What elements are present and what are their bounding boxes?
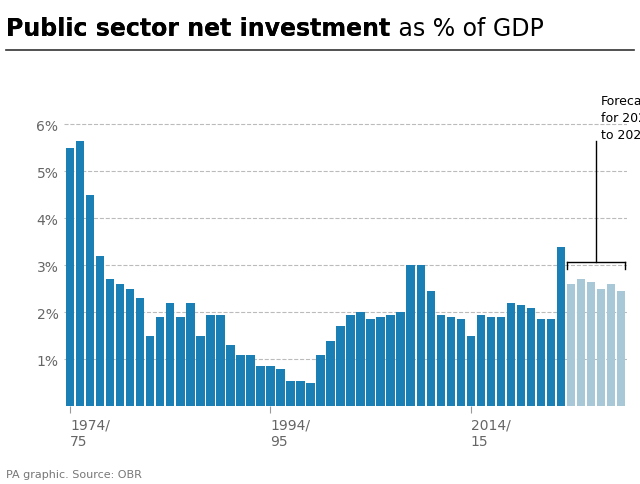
Bar [417,266,425,407]
Bar [447,318,455,407]
Bar [226,346,235,407]
Bar [527,308,535,407]
Bar [296,381,305,407]
Bar [497,318,505,407]
Bar [116,285,124,407]
Bar [276,369,285,407]
Bar [557,247,565,407]
Bar [246,355,255,407]
Bar [96,257,104,407]
Bar [456,320,465,407]
Bar [146,336,154,407]
Bar [587,282,595,407]
Bar [537,320,545,407]
Bar [577,280,586,407]
Bar [486,318,495,407]
Bar [547,320,556,407]
Bar [216,315,225,407]
Text: PA graphic. Source: OBR: PA graphic. Source: OBR [6,469,142,479]
Bar [136,299,145,407]
Bar [607,285,616,407]
Text: Forecasts
for 2024/25
to 2029/30: Forecasts for 2024/25 to 2029/30 [601,94,640,141]
Bar [176,318,184,407]
Bar [376,318,385,407]
Bar [346,315,355,407]
Bar [307,383,315,407]
Bar [516,306,525,407]
Bar [567,285,575,407]
Bar [396,313,405,407]
Bar [166,303,175,407]
Bar [66,149,74,407]
Bar [617,292,625,407]
Bar [426,292,435,407]
Bar [106,280,115,407]
Bar [387,315,395,407]
Bar [156,318,164,407]
Bar [186,303,195,407]
Bar [467,336,475,407]
Bar [337,327,345,407]
Bar [126,289,134,407]
Bar [86,196,94,407]
Bar [206,315,214,407]
Bar [406,266,415,407]
Bar [286,381,295,407]
Bar [366,320,375,407]
Bar [477,315,485,407]
Bar [76,141,84,407]
Bar [597,289,605,407]
Bar [356,313,365,407]
Bar [256,367,265,407]
Bar [196,336,205,407]
Bar [236,355,244,407]
Bar [326,341,335,407]
Bar [266,367,275,407]
Bar [436,315,445,407]
Text: Public sector net investment: Public sector net investment [6,17,390,41]
Bar [316,355,325,407]
Text: as % of GDP: as % of GDP [390,17,543,41]
Bar [507,303,515,407]
Text: Public sector net investment: Public sector net investment [6,17,390,41]
